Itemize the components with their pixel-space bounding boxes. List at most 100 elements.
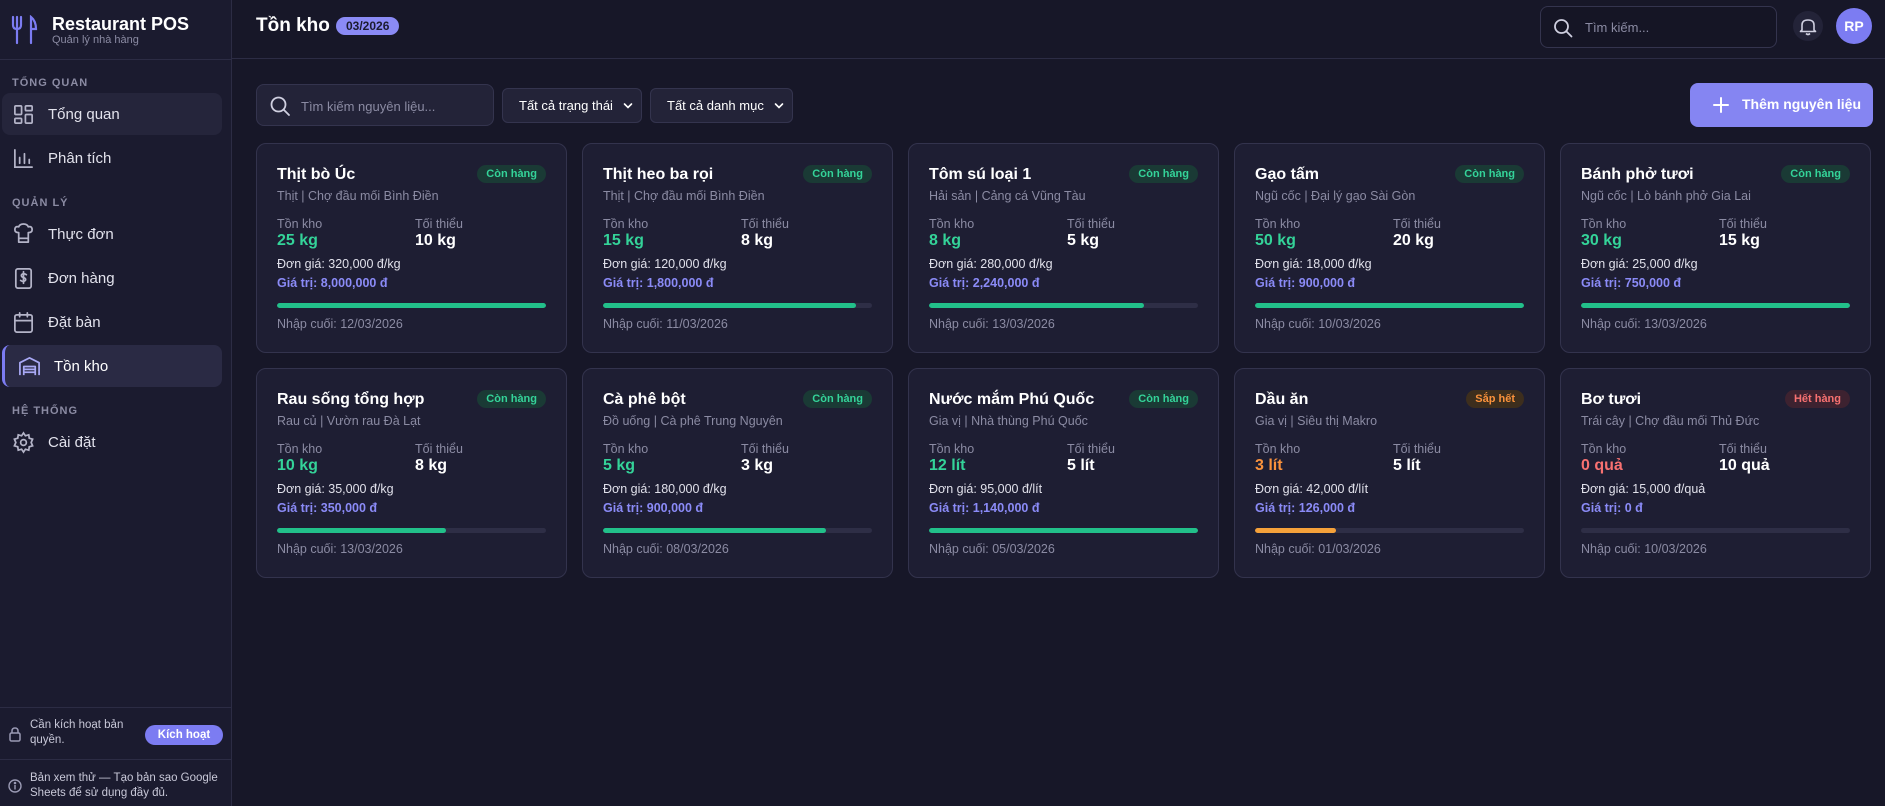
minimum-value: 8 kg: [415, 457, 448, 474]
unit-price: Đơn giá: 120,000 đ/kg: [603, 257, 727, 271]
search-input[interactable]: [1585, 16, 1765, 38]
avatar[interactable]: RP: [1836, 8, 1872, 44]
stock-value: 12 lít: [929, 457, 966, 474]
trial-text: Bản xem thử — Tạo bản sao Google Sheets …: [30, 772, 218, 799]
activate-button[interactable]: Kích hoạt: [145, 725, 223, 745]
minimum-value: 5 lít: [1393, 457, 1421, 474]
stock-level-fill: [277, 303, 546, 308]
minimum-value: 8 kg: [741, 232, 774, 249]
category-filter-value: Tất cả danh mục: [667, 98, 764, 113]
stock-label: Tồn kho: [1255, 217, 1301, 231]
calendar-icon: [12, 311, 35, 334]
search-icon: [269, 95, 291, 117]
stock-level-fill: [1255, 528, 1336, 533]
sidebar-item-label: Đặt bàn: [48, 313, 101, 331]
minimum-label: Tối thiểu: [1719, 217, 1767, 231]
top-bar: Tồn kho 03/2026 RP: [232, 0, 1885, 59]
inventory-card[interactable]: Nước mắm Phú Quốc Còn hàng Gia vị | Nhà th…: [908, 368, 1219, 578]
add-ingredient-label: Thêm nguyên liệu: [1742, 96, 1862, 112]
stock-label: Tồn kho: [929, 217, 975, 231]
status-badge: Sắp hết: [1466, 390, 1524, 408]
stock-level-fill: [929, 528, 1198, 533]
stock-label: Tồn kho: [603, 217, 649, 231]
stock-value-total: Giá trị: 750,000 đ: [1581, 276, 1682, 290]
inventory-card[interactable]: Cà phê bột Còn hàng Đồ uống | Cà phê Trung…: [582, 368, 893, 578]
stock-value: 8 kg: [929, 232, 962, 249]
sidebar-item-reservations[interactable]: Đặt bàn: [2, 301, 222, 343]
minimum-value: 15 kg: [1719, 232, 1760, 249]
stock-level-bar: [603, 303, 872, 308]
unit-price: Đơn giá: 95,000 đ/lít: [929, 482, 1043, 496]
stock-value-total: Giá trị: 126,000 đ: [1255, 501, 1356, 515]
minimum-label: Tối thiểu: [1719, 442, 1767, 456]
period-badge: 03/2026: [336, 17, 400, 35]
stock-value-total: Giá trị: 1,140,000 đ: [929, 501, 1040, 515]
trial-notice: Bản xem thử — Tạo bản sao Google Sheets …: [8, 771, 226, 803]
stock-level-bar: [1581, 528, 1850, 533]
inventory-card[interactable]: Bánh phở tươi Còn hàng Ngũ cốc | Lò bánh p…: [1560, 143, 1871, 353]
sidebar-item-settings[interactable]: Cài đặt: [2, 421, 222, 463]
inventory-card[interactable]: Dầu ăn Sắp hết Gia vị | Siêu thị Makro Tồn …: [1234, 368, 1545, 578]
item-name: Rau sống tổng hợp: [277, 391, 425, 408]
warehouse-icon: [18, 355, 41, 378]
inventory-card[interactable]: Rau sống tổng hợp Còn hàng Rau củ | Vườn r…: [256, 368, 567, 578]
global-search[interactable]: [1540, 6, 1777, 48]
last-import: Nhập cuối: 11/03/2026: [603, 317, 728, 331]
stock-level-bar: [603, 528, 872, 533]
chevron-down-icon: [623, 101, 633, 111]
item-name: Bánh phở tươi: [1581, 166, 1694, 183]
stock-value-total: Giá trị: 350,000 đ: [277, 501, 378, 515]
last-import: Nhập cuối: 10/03/2026: [1581, 542, 1707, 556]
plus-icon: [1712, 96, 1730, 114]
item-name: Thịt bò Úc: [277, 166, 356, 183]
invoice-icon: [12, 267, 35, 290]
stock-value: 30 kg: [1581, 232, 1622, 249]
unit-price: Đơn giá: 320,000 đ/kg: [277, 257, 401, 271]
stock-level-bar: [1581, 303, 1850, 308]
item-name: Thịt heo ba rọi: [603, 166, 714, 183]
inventory-card[interactable]: Bơ tươi Hết hàng Trái cây | Chợ đầu mối Th…: [1560, 368, 1871, 578]
brand-subtitle: Quản lý nhà hàng: [52, 33, 139, 46]
gear-icon: [12, 431, 35, 454]
notifications-button[interactable]: [1793, 11, 1823, 41]
last-import: Nhập cuối: 13/03/2026: [1581, 317, 1707, 331]
brand[interactable]: Restaurant POS Quản lý nhà hàng: [10, 10, 189, 50]
last-import: Nhập cuối: 12/03/2026: [277, 317, 403, 331]
unit-price: Đơn giá: 180,000 đ/kg: [603, 482, 727, 496]
chart-icon: [12, 147, 35, 170]
category-filter-select[interactable]: Tất cả danh mục: [650, 88, 793, 123]
minimum-label: Tối thiểu: [1067, 217, 1115, 231]
ingredient-search[interactable]: [256, 84, 494, 126]
sidebar-item-menu[interactable]: Thực đơn: [2, 213, 222, 255]
search-input[interactable]: [301, 95, 481, 117]
inventory-card[interactable]: Thịt bò Úc Còn hàng Thịt | Chợ đầu mối Bìn…: [256, 143, 567, 353]
unit-price: Đơn giá: 15,000 đ/quả: [1581, 482, 1706, 496]
last-import: Nhập cuối: 08/03/2026: [603, 542, 729, 556]
stock-level-bar: [929, 303, 1198, 308]
item-category: Thịt | Chợ đầu mối Bình Điền: [277, 189, 439, 203]
minimum-label: Tối thiểu: [1393, 217, 1441, 231]
unit-price: Đơn giá: 35,000 đ/kg: [277, 482, 394, 496]
sidebar-item-orders[interactable]: Đơn hàng: [2, 257, 222, 299]
inventory-card[interactable]: Gạo tấm Còn hàng Ngũ cốc | Đại lý gạo Sài …: [1234, 143, 1545, 353]
stock-value: 10 kg: [277, 457, 318, 474]
stock-label: Tồn kho: [1581, 217, 1627, 231]
add-ingredient-button[interactable]: Thêm nguyên liệu: [1690, 83, 1873, 127]
inventory-card[interactable]: Thịt heo ba rọi Còn hàng Thịt | Chợ đầu mố…: [582, 143, 893, 353]
minimum-value: 20 kg: [1393, 232, 1434, 249]
stock-level-fill: [277, 528, 447, 533]
sidebar-item-overview[interactable]: Tổng quan: [2, 93, 222, 135]
stock-value: 50 kg: [1255, 232, 1296, 249]
sidebar-item-inventory[interactable]: Tồn kho: [2, 345, 222, 387]
status-filter-select[interactable]: Tất cả trạng thái: [502, 88, 642, 123]
status-badge: Còn hàng: [803, 390, 872, 408]
stock-value-total: Giá trị: 8,000,000 đ: [277, 276, 388, 290]
sidebar-item-analytics[interactable]: Phân tích: [2, 137, 222, 179]
stock-level-fill: [1581, 303, 1850, 308]
minimum-label: Tối thiểu: [741, 217, 789, 231]
item-name: Gạo tấm: [1255, 166, 1320, 183]
inventory-card[interactable]: Tôm sú loại 1 Còn hàng Hải sản | Cảng cá V…: [908, 143, 1219, 353]
divider: [0, 759, 231, 760]
unit-price: Đơn giá: 25,000 đ/kg: [1581, 257, 1698, 271]
item-category: Đồ uống | Cà phê Trung Nguyên: [603, 414, 783, 428]
